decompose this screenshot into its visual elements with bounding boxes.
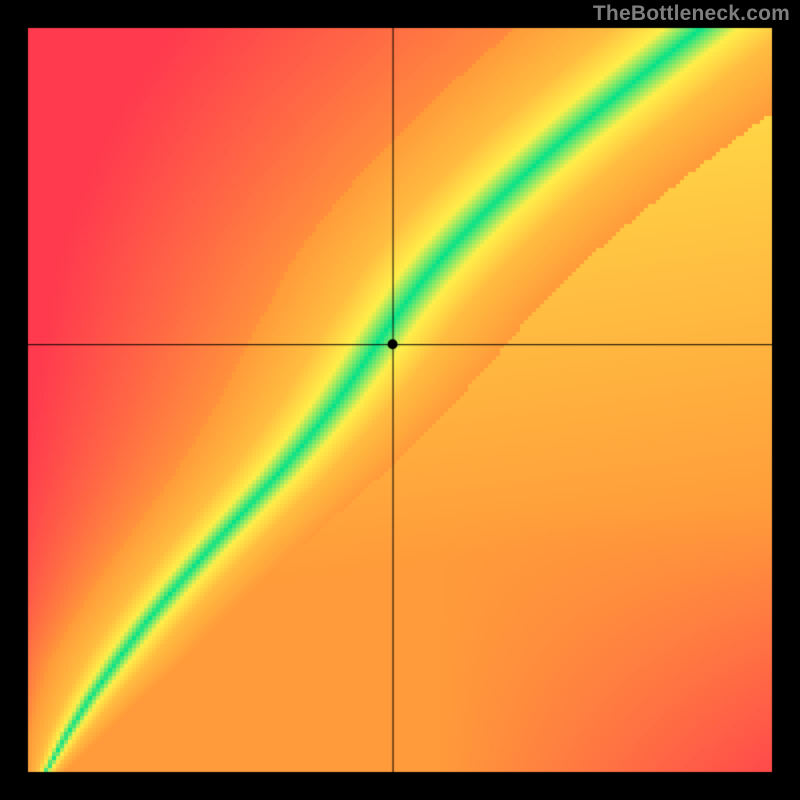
watermark-label: TheBottleneck.com <box>593 2 790 26</box>
bottleneck-heatmap-canvas <box>0 0 800 800</box>
